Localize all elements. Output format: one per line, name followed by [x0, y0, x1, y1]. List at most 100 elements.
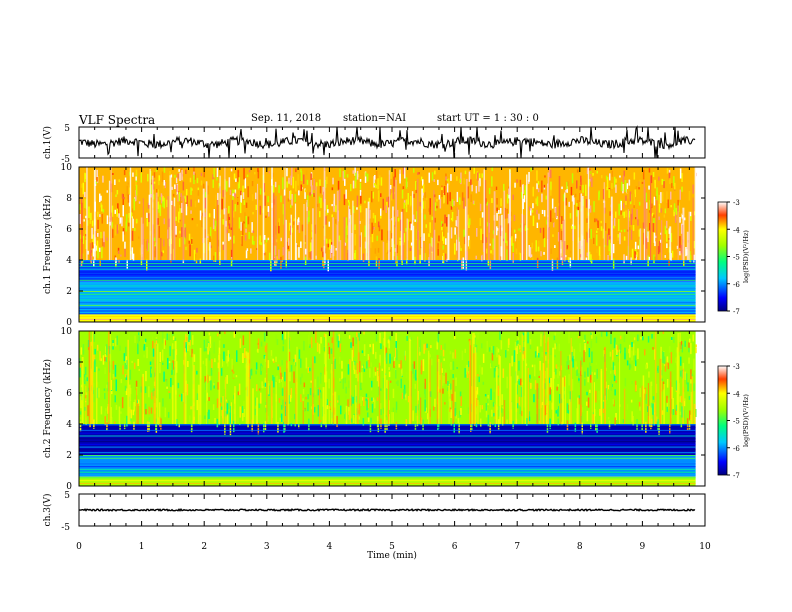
spectrogram-cell: [444, 343, 446, 351]
spectrogram-cell: [342, 171, 345, 181]
spectrogram-cell: [550, 248, 552, 254]
spectrogram-streak: [158, 402, 161, 424]
spectrogram-cell: [359, 205, 362, 213]
spectrogram-cell: [381, 368, 383, 371]
spectrogram-cell: [534, 351, 537, 358]
spectrogram-cell: [526, 418, 528, 426]
spectrogram-cell: [189, 415, 191, 422]
spectrogram-cell: [609, 351, 612, 357]
spectrogram-cell: [294, 413, 296, 422]
spectrogram-cell: [550, 378, 552, 390]
spectrogram-cell: [372, 212, 375, 219]
spectrogram-line: [79, 268, 696, 270]
spectrogram-cell: [520, 378, 522, 386]
spectrogram-cell: [470, 179, 472, 186]
spectrogram-cell: [679, 251, 681, 256]
spectrogram-cell: [673, 336, 675, 343]
spectrogram-cell: [508, 411, 510, 419]
spectrogram-cell: [666, 379, 669, 388]
ch1-spectrogram: [79, 167, 697, 322]
spectrogram-cell: [611, 170, 613, 177]
spectrogram-cell: [239, 202, 242, 214]
spectrogram-cell: [348, 202, 350, 207]
spectrogram-cell: [372, 343, 374, 355]
spectrogram-cell: [532, 186, 534, 197]
spectrogram-cell: [214, 252, 217, 262]
spectrogram-cell: [268, 171, 271, 174]
spectrogram-cell: [219, 334, 221, 339]
spectrogram-cell: [162, 200, 164, 207]
spectrogram-cell: [633, 193, 635, 206]
spectrogram-cell: [112, 229, 114, 238]
spectrogram-cell: [95, 256, 97, 259]
spectrogram-cell: [124, 362, 126, 369]
spectrogram-cell: [663, 214, 666, 218]
spectrogram-cell: [238, 383, 241, 395]
start-time-label: start UT = 1 : 30 : 0: [437, 113, 539, 124]
spectrogram-cell: [609, 242, 612, 253]
spectrogram-cell: [501, 416, 504, 426]
spectrogram-cell: [662, 351, 665, 364]
spectrogram-cell: [281, 388, 284, 396]
spectrogram-cell: [180, 193, 182, 201]
spectrogram-streak: [127, 380, 129, 424]
spectrogram-cell: [361, 211, 364, 220]
spectrogram-cell: [434, 398, 436, 407]
spectrogram-cell: [172, 193, 175, 197]
spectrogram-cell: [208, 351, 211, 361]
spectrogram-cell: [284, 371, 286, 382]
spectrogram-cell: [648, 256, 651, 261]
spectrogram-cell: [314, 357, 316, 364]
spectrogram-cell: [105, 357, 107, 362]
spectrogram-streak: [167, 196, 169, 260]
spectrogram-cell: [444, 214, 446, 224]
spectrogram-cell: [424, 343, 427, 351]
spectrogram-cell: [536, 335, 539, 344]
spectrogram-cell: [644, 388, 646, 400]
spectrogram-cell: [518, 396, 521, 406]
spectrogram-cell: [210, 245, 212, 249]
spectrogram-cell: [352, 337, 354, 347]
spectrogram-cell: [98, 368, 100, 371]
spectrogram-cell: [272, 375, 274, 382]
spectrogram-cell: [348, 407, 350, 415]
spectrogram-cell: [309, 344, 311, 348]
spectrogram-cell: [513, 214, 516, 222]
spectrogram-cell: [615, 178, 617, 183]
spectrogram-streak: [644, 187, 646, 260]
spectrogram-cell: [443, 193, 445, 204]
y-tick-label: 6: [66, 225, 72, 235]
spectrogram-cell: [321, 391, 323, 399]
spectrogram-cell: [475, 344, 478, 353]
spectrogram-cell: [158, 410, 160, 417]
spectrogram-cell: [144, 386, 147, 393]
spectrogram-streak: [355, 385, 357, 424]
y-tick-label: 4: [66, 256, 72, 266]
spectrogram-streak: [564, 375, 566, 424]
spectrogram-cell: [139, 332, 141, 337]
spectrogram-cell: [377, 221, 380, 228]
spectrogram-cell: [591, 331, 593, 339]
spectrogram-cell: [624, 180, 627, 192]
spectrogram-cell: [637, 334, 639, 342]
spectrogram-cell: [451, 212, 454, 222]
spectrogram-cell: [685, 247, 687, 257]
spectrogram-cell: [642, 222, 645, 229]
spectrogram-cell: [519, 350, 522, 353]
spectrogram-streak: [245, 351, 248, 424]
spectrogram-cell: [583, 350, 585, 363]
spectrogram-cell: [650, 381, 653, 386]
spectrogram-cell: [557, 391, 559, 403]
spectrogram-cell: [615, 184, 617, 193]
spectrogram-cell: [353, 414, 355, 423]
spectrogram-cell: [257, 170, 260, 179]
spectrogram-streak: [494, 404, 496, 424]
spectrogram-cell: [326, 405, 329, 410]
spectrogram-streak: [648, 405, 651, 424]
spectrogram-streak: [357, 337, 359, 424]
spectrogram-cell: [124, 241, 126, 249]
spectrogram-streak: [360, 232, 362, 260]
spectrogram-cell: [314, 356, 316, 359]
spectrogram-cell: [433, 179, 435, 182]
spectrogram-cell: [174, 174, 176, 178]
